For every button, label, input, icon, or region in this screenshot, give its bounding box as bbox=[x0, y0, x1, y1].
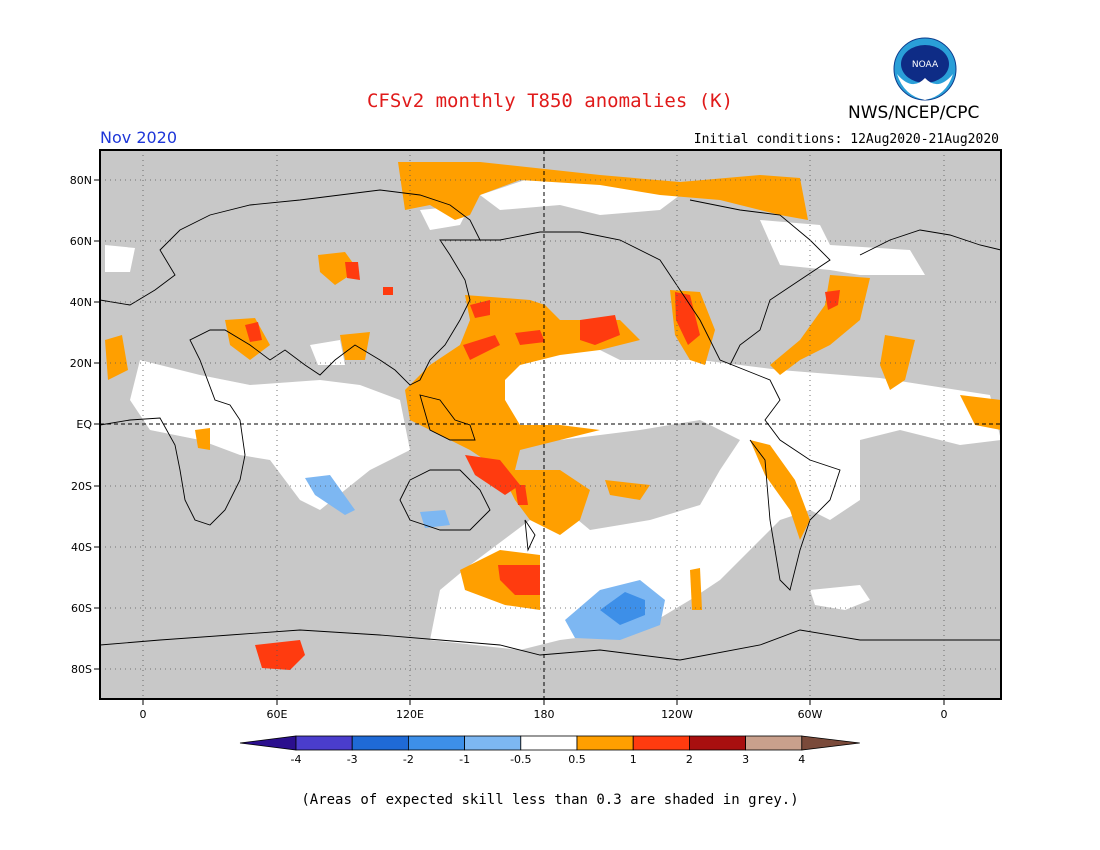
colorbar-swatch bbox=[295, 735, 353, 751]
colorbar-swatch bbox=[632, 735, 690, 751]
equator-dateline bbox=[100, 150, 1001, 699]
lon-label-0-west: 0 bbox=[140, 708, 147, 721]
colorbar-swatch bbox=[407, 735, 465, 751]
colorbar-tick-label: 0.5 bbox=[568, 753, 586, 766]
axis-ticks bbox=[94, 179, 945, 705]
colorbar-arrow-right bbox=[801, 735, 860, 751]
lat-label-60n: 60N bbox=[70, 235, 92, 248]
forecast-month: Nov 2020 bbox=[100, 128, 178, 147]
colorbar-tick-label: -0.5 bbox=[510, 753, 531, 766]
chart-title: CFSv2 monthly T850 anomalies (K) bbox=[366, 90, 734, 112]
lon-label-60w: 60W bbox=[798, 708, 823, 721]
initial-conditions: Initial conditions: 12Aug2020-21Aug2020 bbox=[693, 132, 999, 147]
lat-label-60s: 60S bbox=[71, 602, 92, 615]
colorbar-swatch bbox=[351, 735, 409, 751]
colorbar-tick-label: -2 bbox=[403, 753, 414, 766]
colorbar-swatch bbox=[745, 735, 803, 751]
red-anomaly-regions bbox=[245, 262, 840, 670]
colorbar-arrow-left bbox=[239, 735, 297, 751]
noaa-logo-icon: NOAA bbox=[893, 37, 957, 101]
lon-label-180: 180 bbox=[534, 708, 555, 721]
noaa-logo-text: NOAA bbox=[912, 60, 939, 70]
lat-label-80n: 80N bbox=[70, 174, 92, 187]
organization-label: NWS/NCEP/CPC bbox=[848, 103, 980, 123]
lon-label-0-east: 0 bbox=[941, 708, 948, 721]
skill-footnote: (Areas of expected skill less than 0.3 a… bbox=[301, 792, 799, 808]
lon-label-120w: 120W bbox=[661, 708, 693, 721]
lat-label-80s: 80S bbox=[71, 663, 92, 676]
colorbar-swatch bbox=[464, 735, 522, 751]
lon-label-120e: 120E bbox=[396, 708, 424, 721]
colorbar-tick-label: 3 bbox=[742, 753, 749, 766]
colorbar-tick-label: 1 bbox=[630, 753, 637, 766]
lat-label-eq: EQ bbox=[76, 418, 92, 431]
colorbar-swatch bbox=[520, 735, 578, 751]
map-panel: 80N 60N 40N 20N EQ 20S 40S 60S 80S 0 60E… bbox=[70, 149, 1002, 721]
lat-label-20n: 20N bbox=[70, 357, 92, 370]
colorbar-tick-label: -4 bbox=[291, 753, 302, 766]
blue-anomaly-regions bbox=[305, 475, 665, 640]
colorbar-tick-label: 2 bbox=[686, 753, 693, 766]
lat-label-40n: 40N bbox=[70, 296, 92, 309]
lat-label-20s: 20S bbox=[71, 480, 92, 493]
colorbar-tick-label: 4 bbox=[798, 753, 805, 766]
colorbar-swatch bbox=[689, 735, 747, 751]
latitude-labels: 80N 60N 40N 20N EQ 20S 40S 60S 80S bbox=[70, 174, 93, 676]
graticule bbox=[100, 150, 1001, 699]
coastlines bbox=[99, 189, 1002, 661]
lon-label-60e: 60E bbox=[267, 708, 288, 721]
colorbar-tick-label: -1 bbox=[459, 753, 470, 766]
lat-label-40s: 40S bbox=[71, 541, 92, 554]
colorbar-swatch bbox=[576, 735, 634, 751]
colorbar-legend: -4 -3 -2 -1 -0.5 0.5 1 2 3 4 bbox=[239, 735, 860, 766]
longitude-labels: 0 60E 120E 180 120W 60W 0 bbox=[140, 708, 948, 721]
colorbar-tick-label: -3 bbox=[347, 753, 358, 766]
